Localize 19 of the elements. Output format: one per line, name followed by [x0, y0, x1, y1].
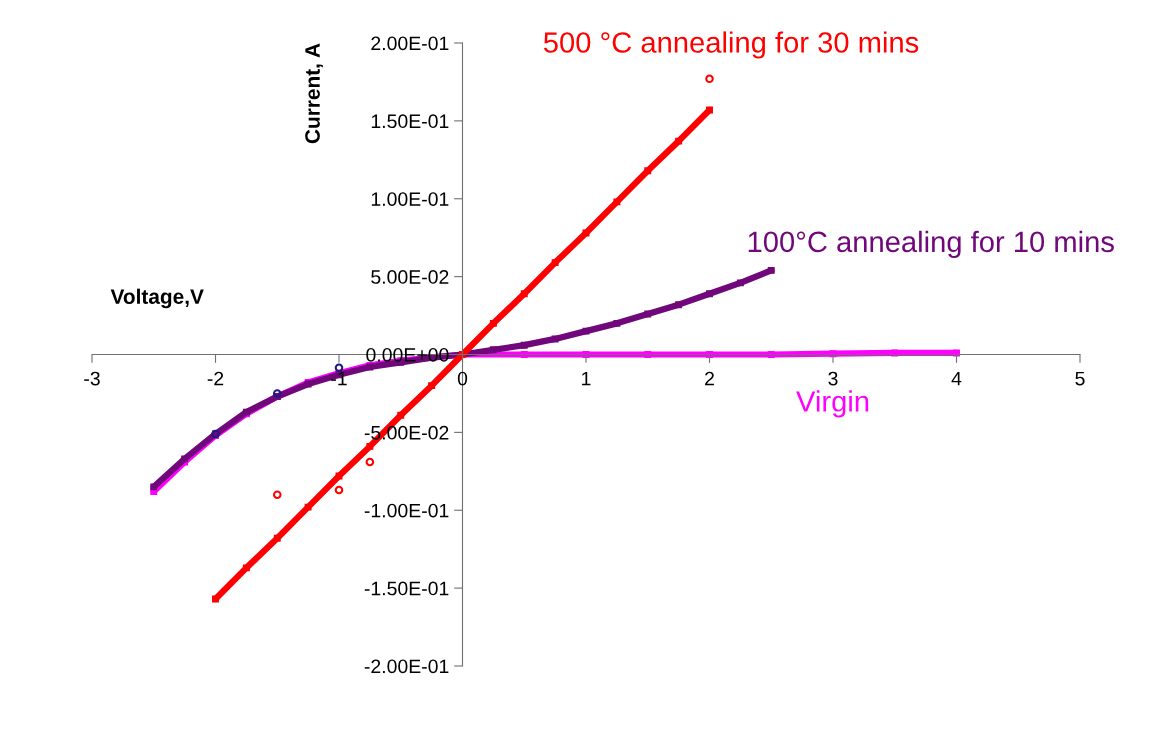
- y-tick-label: 1.50E-01: [371, 114, 449, 129]
- x-tick-label: 4: [951, 371, 962, 386]
- x-tick-label: 3: [828, 371, 838, 386]
- x-axis-title: Voltage,V: [110, 288, 204, 309]
- text: 500 °C annealing for 30 mins: [543, 31, 919, 59]
- x-tick-label: 5: [1075, 371, 1085, 386]
- y-tick-label: -1.00E-01: [364, 503, 449, 518]
- x-tick-label: -2: [207, 371, 224, 386]
- series-label: 100°C annealing for 10 mins: [748, 230, 1114, 258]
- y-tick-label: -1.50E-01: [364, 581, 449, 596]
- series-label: Virgin: [796, 390, 869, 418]
- y-tick-label: 5.00E-02: [371, 270, 449, 284]
- y-axis-title: Current, A: [305, 43, 323, 144]
- x-tick-label: 1: [582, 371, 591, 386]
- y-tick-label: 1.00E-01: [371, 192, 449, 206]
- x-tick-label: 2: [705, 371, 714, 386]
- x-tick-label: -3: [84, 371, 100, 386]
- y-tick-label: 2.00E-01: [371, 36, 449, 51]
- y-tick-label: -2.00E-01: [364, 659, 449, 674]
